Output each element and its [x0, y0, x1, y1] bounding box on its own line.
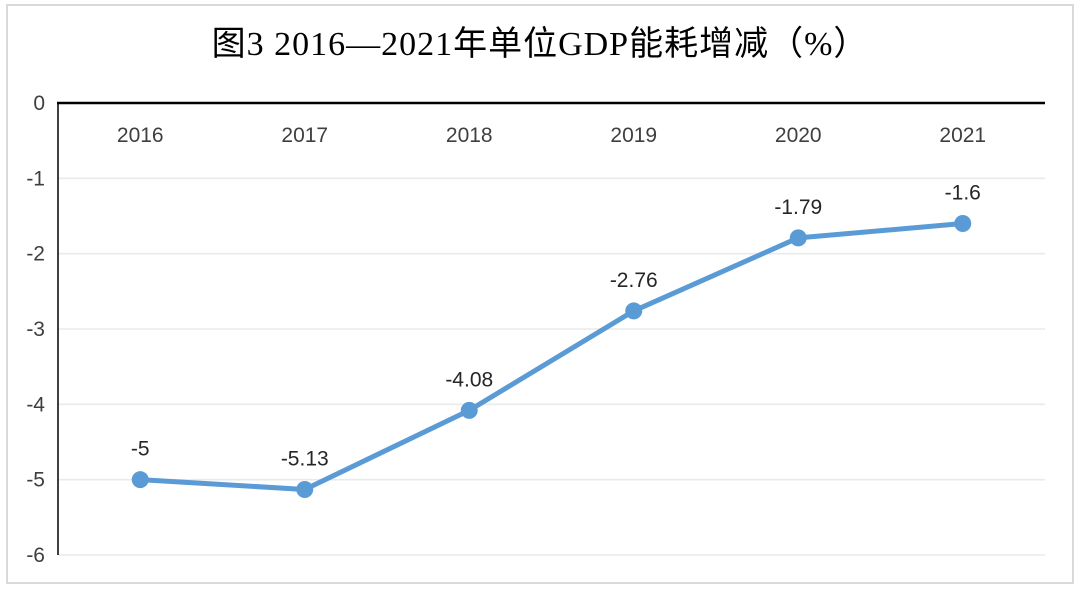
- data-label: -2.76: [610, 269, 658, 292]
- data-point-marker: [296, 480, 314, 498]
- data-label: -5: [131, 438, 150, 461]
- y-axis-tick-label: -1: [26, 167, 45, 190]
- data-point-marker: [625, 302, 643, 320]
- data-label: -1.6: [945, 182, 981, 205]
- x-axis-tick-label: 2020: [775, 124, 822, 147]
- data-line: [137, 221, 966, 492]
- x-axis-tick-label: 2018: [446, 124, 493, 147]
- x-axis-tick-label: 2017: [281, 124, 328, 147]
- y-axis-tick-label: -3: [26, 318, 45, 341]
- data-label: -1.79: [774, 196, 822, 219]
- x-axis-tick-label: 2016: [117, 124, 164, 147]
- y-axis-tick-label: -2: [26, 243, 45, 266]
- x-axis-tick-label: 2019: [610, 124, 657, 147]
- data-point-marker: [789, 229, 807, 247]
- y-axis-tick-label: -5: [26, 469, 45, 492]
- y-axis-tick-label: -4: [26, 393, 45, 416]
- data-point-marker: [954, 215, 972, 233]
- chart-title: 图3 2016—2021年单位GDP能耗增减（%）: [211, 26, 869, 63]
- data-label: -5.13: [281, 447, 329, 470]
- y-axis-tick-label: 0: [33, 92, 45, 115]
- data-point-marker: [131, 471, 149, 489]
- x-axis-tick-label: 2021: [939, 124, 986, 147]
- data-label: -4.08: [445, 368, 493, 391]
- data-point-marker: [460, 401, 478, 419]
- y-axis-tick-label: -6: [26, 544, 45, 567]
